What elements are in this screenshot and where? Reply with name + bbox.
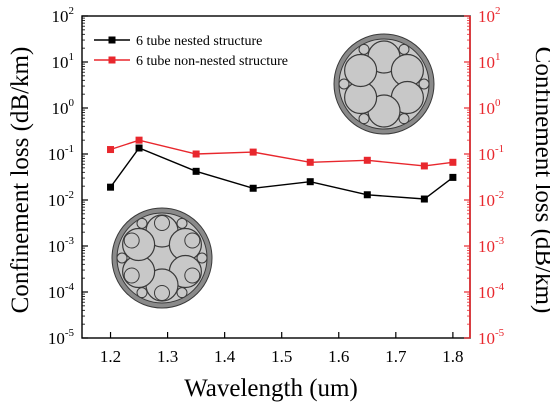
series-point-2 bbox=[192, 150, 200, 158]
small-tube bbox=[338, 78, 350, 90]
series-point-1 bbox=[135, 144, 143, 152]
y-tick-label-right: 102 bbox=[478, 5, 501, 26]
series-point-2 bbox=[363, 156, 371, 164]
y-tick-label-left: 102 bbox=[52, 5, 75, 26]
nested-tube bbox=[123, 267, 140, 284]
series bbox=[107, 136, 457, 203]
x-tick-label: 1.8 bbox=[442, 347, 463, 366]
y-tick-label-left: 10-2 bbox=[48, 189, 74, 210]
series-point-2 bbox=[306, 158, 314, 166]
y-tick-label-right: 10-3 bbox=[478, 235, 505, 256]
nested-tube bbox=[154, 285, 170, 301]
y-tick-label-left: 10-3 bbox=[48, 235, 75, 256]
y-tick-label-left: 10-1 bbox=[48, 143, 74, 164]
series-point-1 bbox=[363, 191, 371, 199]
series-line-1 bbox=[109, 147, 454, 200]
series-point-2 bbox=[135, 136, 143, 144]
small-tube bbox=[176, 217, 188, 229]
x-tick-label: 1.2 bbox=[100, 347, 121, 366]
x-tick-label: 1.6 bbox=[328, 347, 349, 366]
legend-marker-2 bbox=[108, 56, 116, 64]
small-tube bbox=[418, 78, 430, 90]
small-tube bbox=[358, 43, 370, 55]
small-tube bbox=[136, 217, 148, 229]
y-tick-label-right: 10-1 bbox=[478, 143, 504, 164]
y-tick-label-right: 10-4 bbox=[478, 281, 505, 302]
legend: 6 tube nested structure 6 tube non-nested… bbox=[94, 34, 288, 69]
y-tick-label-right: 10-5 bbox=[478, 327, 505, 348]
nested-tube bbox=[154, 215, 170, 231]
non-nested-fiber-cross-section bbox=[333, 33, 435, 135]
x-tick-label: 1.5 bbox=[271, 347, 292, 366]
series-point-1 bbox=[192, 167, 200, 175]
y-tick-label-left: 100 bbox=[52, 97, 75, 118]
series-point-2 bbox=[449, 158, 457, 166]
series-point-2 bbox=[420, 162, 428, 170]
series-line-2 bbox=[110, 139, 453, 167]
small-tube bbox=[116, 252, 128, 264]
legend-label-2: 6 tube non-nested structure bbox=[136, 54, 288, 69]
x-axis-title: Wavelength (um) bbox=[184, 375, 358, 402]
cladding-tube bbox=[344, 53, 378, 88]
series-point-1 bbox=[306, 178, 314, 186]
y-tick-label-left: 10-5 bbox=[48, 327, 75, 348]
series-point-1 bbox=[420, 195, 428, 203]
x-tick-label: 1.4 bbox=[214, 347, 236, 366]
series-point-2 bbox=[107, 146, 115, 154]
legend-label-1: 6 tube nested structure bbox=[136, 34, 262, 49]
small-tube bbox=[136, 287, 148, 299]
fiber-insets bbox=[111, 33, 435, 309]
small-tube bbox=[358, 113, 370, 125]
small-tube bbox=[398, 113, 410, 125]
y-tick-label-right: 101 bbox=[478, 51, 501, 72]
y-axis-title-right: Confinement loss (dB/km) bbox=[530, 47, 550, 314]
small-tube bbox=[196, 252, 208, 264]
y-tick-label-right: 10-2 bbox=[478, 189, 504, 210]
nested-tube bbox=[184, 232, 201, 249]
y-tick-label-right: 100 bbox=[478, 97, 501, 118]
series-point-1 bbox=[249, 184, 257, 192]
legend-marker-1 bbox=[108, 36, 116, 44]
x-tick-label: 1.3 bbox=[157, 347, 178, 366]
nested-tube bbox=[123, 232, 140, 249]
x-tick-label: 1.7 bbox=[385, 347, 407, 366]
y-tick-label-left: 10-4 bbox=[48, 281, 75, 302]
series-point-2 bbox=[249, 148, 257, 156]
y-tick-label-left: 101 bbox=[52, 51, 75, 72]
series-point-1 bbox=[449, 173, 457, 181]
series-point-1 bbox=[107, 183, 115, 191]
small-tube bbox=[398, 43, 410, 55]
nested-tube bbox=[184, 267, 201, 284]
y-axis-title-left: Confinement loss (dB/km) bbox=[7, 47, 34, 314]
small-tube bbox=[176, 287, 188, 299]
nested-fiber-cross-section bbox=[111, 207, 213, 309]
